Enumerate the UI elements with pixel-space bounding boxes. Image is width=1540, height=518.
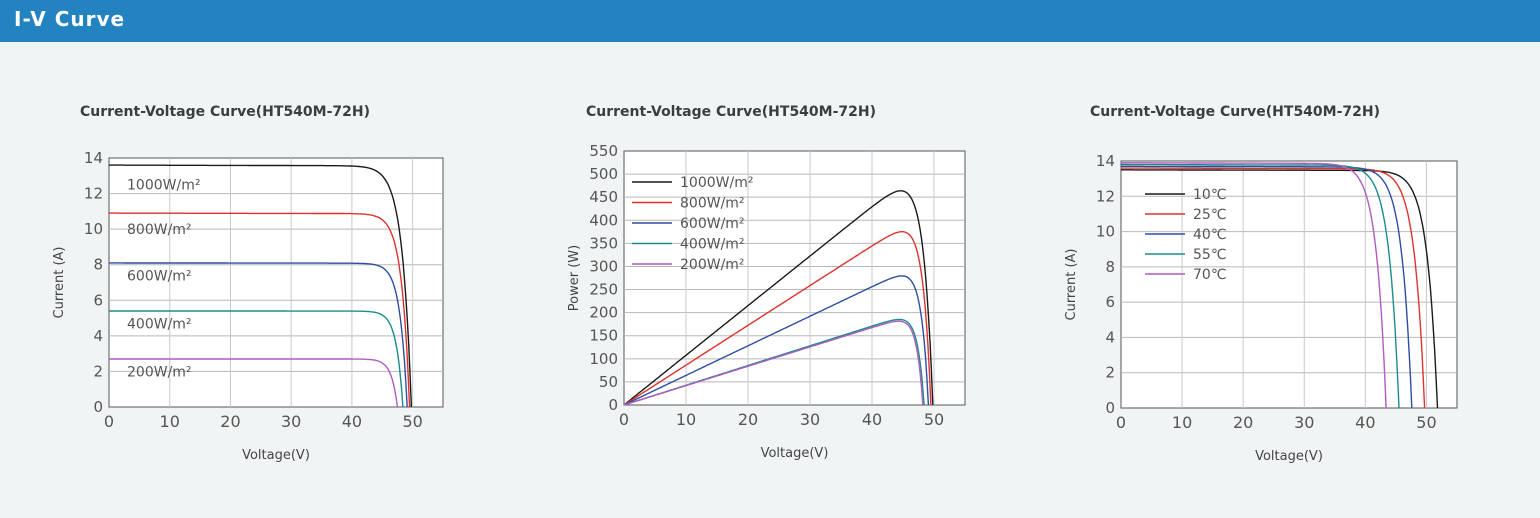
x-tick-label: 20	[738, 410, 758, 429]
legend-label-10: 10℃	[1193, 187, 1227, 203]
series-label-400w-m: 400W/m²	[127, 316, 192, 332]
y-tick-label: 2	[93, 362, 103, 380]
series-line-70	[1121, 162, 1387, 409]
legend-label-70: 70℃	[1193, 267, 1227, 283]
x-tick-label: 0	[619, 410, 629, 429]
page-title: I-V Curve	[14, 7, 126, 31]
y-tick-label: 2	[1105, 364, 1115, 382]
y-axis-label: Power (W)	[567, 245, 582, 311]
y-tick-label: 400	[589, 211, 618, 229]
x-tick-label: 0	[104, 412, 114, 431]
series-line-200w-m	[623, 320, 924, 406]
series-label-200w-m: 200W/m²	[127, 364, 192, 380]
series-line-1000w-m	[623, 190, 934, 406]
legend-label-400w-m: 400W/m²	[680, 237, 745, 253]
x-tick-label: 10	[1172, 413, 1192, 432]
y-tick-label: 200	[589, 304, 618, 322]
series-line-800w-m	[623, 230, 932, 406]
plot-area	[1120, 160, 1458, 409]
y-tick-label: 14	[1096, 152, 1115, 170]
y-tick-label: 0	[93, 398, 103, 416]
x-axis-label: Voltage(V)	[242, 448, 310, 463]
x-tick-label: 0	[1116, 413, 1126, 432]
y-tick-label: 450	[589, 188, 618, 206]
y-axis-label: Current (A)	[52, 247, 67, 319]
x-tick-label: 30	[281, 412, 301, 431]
x-tick-label: 50	[924, 410, 944, 429]
x-tick-label: 40	[342, 412, 362, 431]
series-line-200w-m	[109, 358, 399, 408]
legend-label-1000w-m: 1000W/m²	[680, 175, 753, 191]
series-label-1000w-m: 1000W/m²	[127, 178, 200, 194]
y-tick-label: 6	[1105, 293, 1115, 311]
y-tick-label: 14	[84, 149, 103, 167]
y-tick-label: 100	[589, 350, 618, 368]
header-bar: I-V Curve	[0, 0, 1540, 42]
legend-label-55: 55℃	[1193, 247, 1227, 263]
chart-2-title: Current-Voltage Curve(HT540M-72H)	[586, 104, 877, 120]
series-label-600w-m: 600W/m²	[127, 268, 192, 284]
x-tick-label: 40	[1355, 413, 1375, 432]
y-axis-label: Current (A)	[1064, 249, 1079, 321]
legend-label-25: 25℃	[1193, 207, 1227, 223]
y-tick-label: 50	[599, 373, 618, 391]
series-label-800w-m: 800W/m²	[127, 222, 192, 238]
y-tick-label: 500	[589, 165, 618, 183]
y-tick-label: 350	[589, 234, 618, 252]
legend-label-200w-m: 200W/m²	[680, 257, 745, 273]
series-line-40	[1121, 165, 1413, 409]
y-tick-label: 10	[84, 220, 103, 238]
x-axis-label: Voltage(V)	[761, 446, 829, 461]
chart-1-title: Current-Voltage Curve(HT540M-72H)	[80, 104, 371, 120]
series-line-55	[1121, 163, 1400, 409]
y-tick-label: 10	[1096, 223, 1115, 241]
y-tick-label: 4	[1105, 328, 1115, 346]
y-tick-label: 12	[1096, 187, 1115, 205]
y-tick-label: 8	[1105, 258, 1115, 276]
series-line-25	[1121, 167, 1426, 409]
series-line-400w-m	[109, 310, 404, 408]
y-tick-label: 12	[84, 185, 103, 203]
series-line-600w-m	[109, 262, 408, 408]
y-tick-label: 300	[589, 257, 618, 275]
plot-area	[108, 157, 444, 408]
legend-label-40: 40℃	[1193, 227, 1227, 243]
y-tick-label: 550	[589, 142, 618, 160]
y-tick-label: 6	[93, 291, 103, 309]
series-line-800w-m	[109, 212, 411, 408]
x-tick-label: 20	[1233, 413, 1253, 432]
y-tick-label: 250	[589, 281, 618, 299]
series-line-1000w-m	[109, 164, 413, 408]
y-tick-label: 0	[1105, 399, 1115, 417]
x-tick-label: 50	[1416, 413, 1436, 432]
x-axis-label: Voltage(V)	[1255, 449, 1323, 464]
x-tick-label: 10	[160, 412, 180, 431]
x-tick-label: 30	[800, 410, 820, 429]
y-tick-label: 4	[93, 327, 103, 345]
series-line-10	[1121, 169, 1439, 409]
y-tick-label: 8	[93, 256, 103, 274]
x-tick-label: 40	[862, 410, 882, 429]
legend-label-600w-m: 600W/m²	[680, 216, 745, 232]
series-line-600w-m	[623, 275, 930, 406]
x-tick-label: 30	[1294, 413, 1314, 432]
chart-3-title: Current-Voltage Curve(HT540M-72H)	[1090, 104, 1381, 120]
legend-label-800w-m: 800W/m²	[680, 196, 745, 212]
x-tick-label: 20	[220, 412, 240, 431]
y-tick-label: 150	[589, 327, 618, 345]
x-tick-label: 10	[676, 410, 696, 429]
x-tick-label: 50	[402, 412, 422, 431]
y-tick-label: 0	[608, 396, 618, 414]
